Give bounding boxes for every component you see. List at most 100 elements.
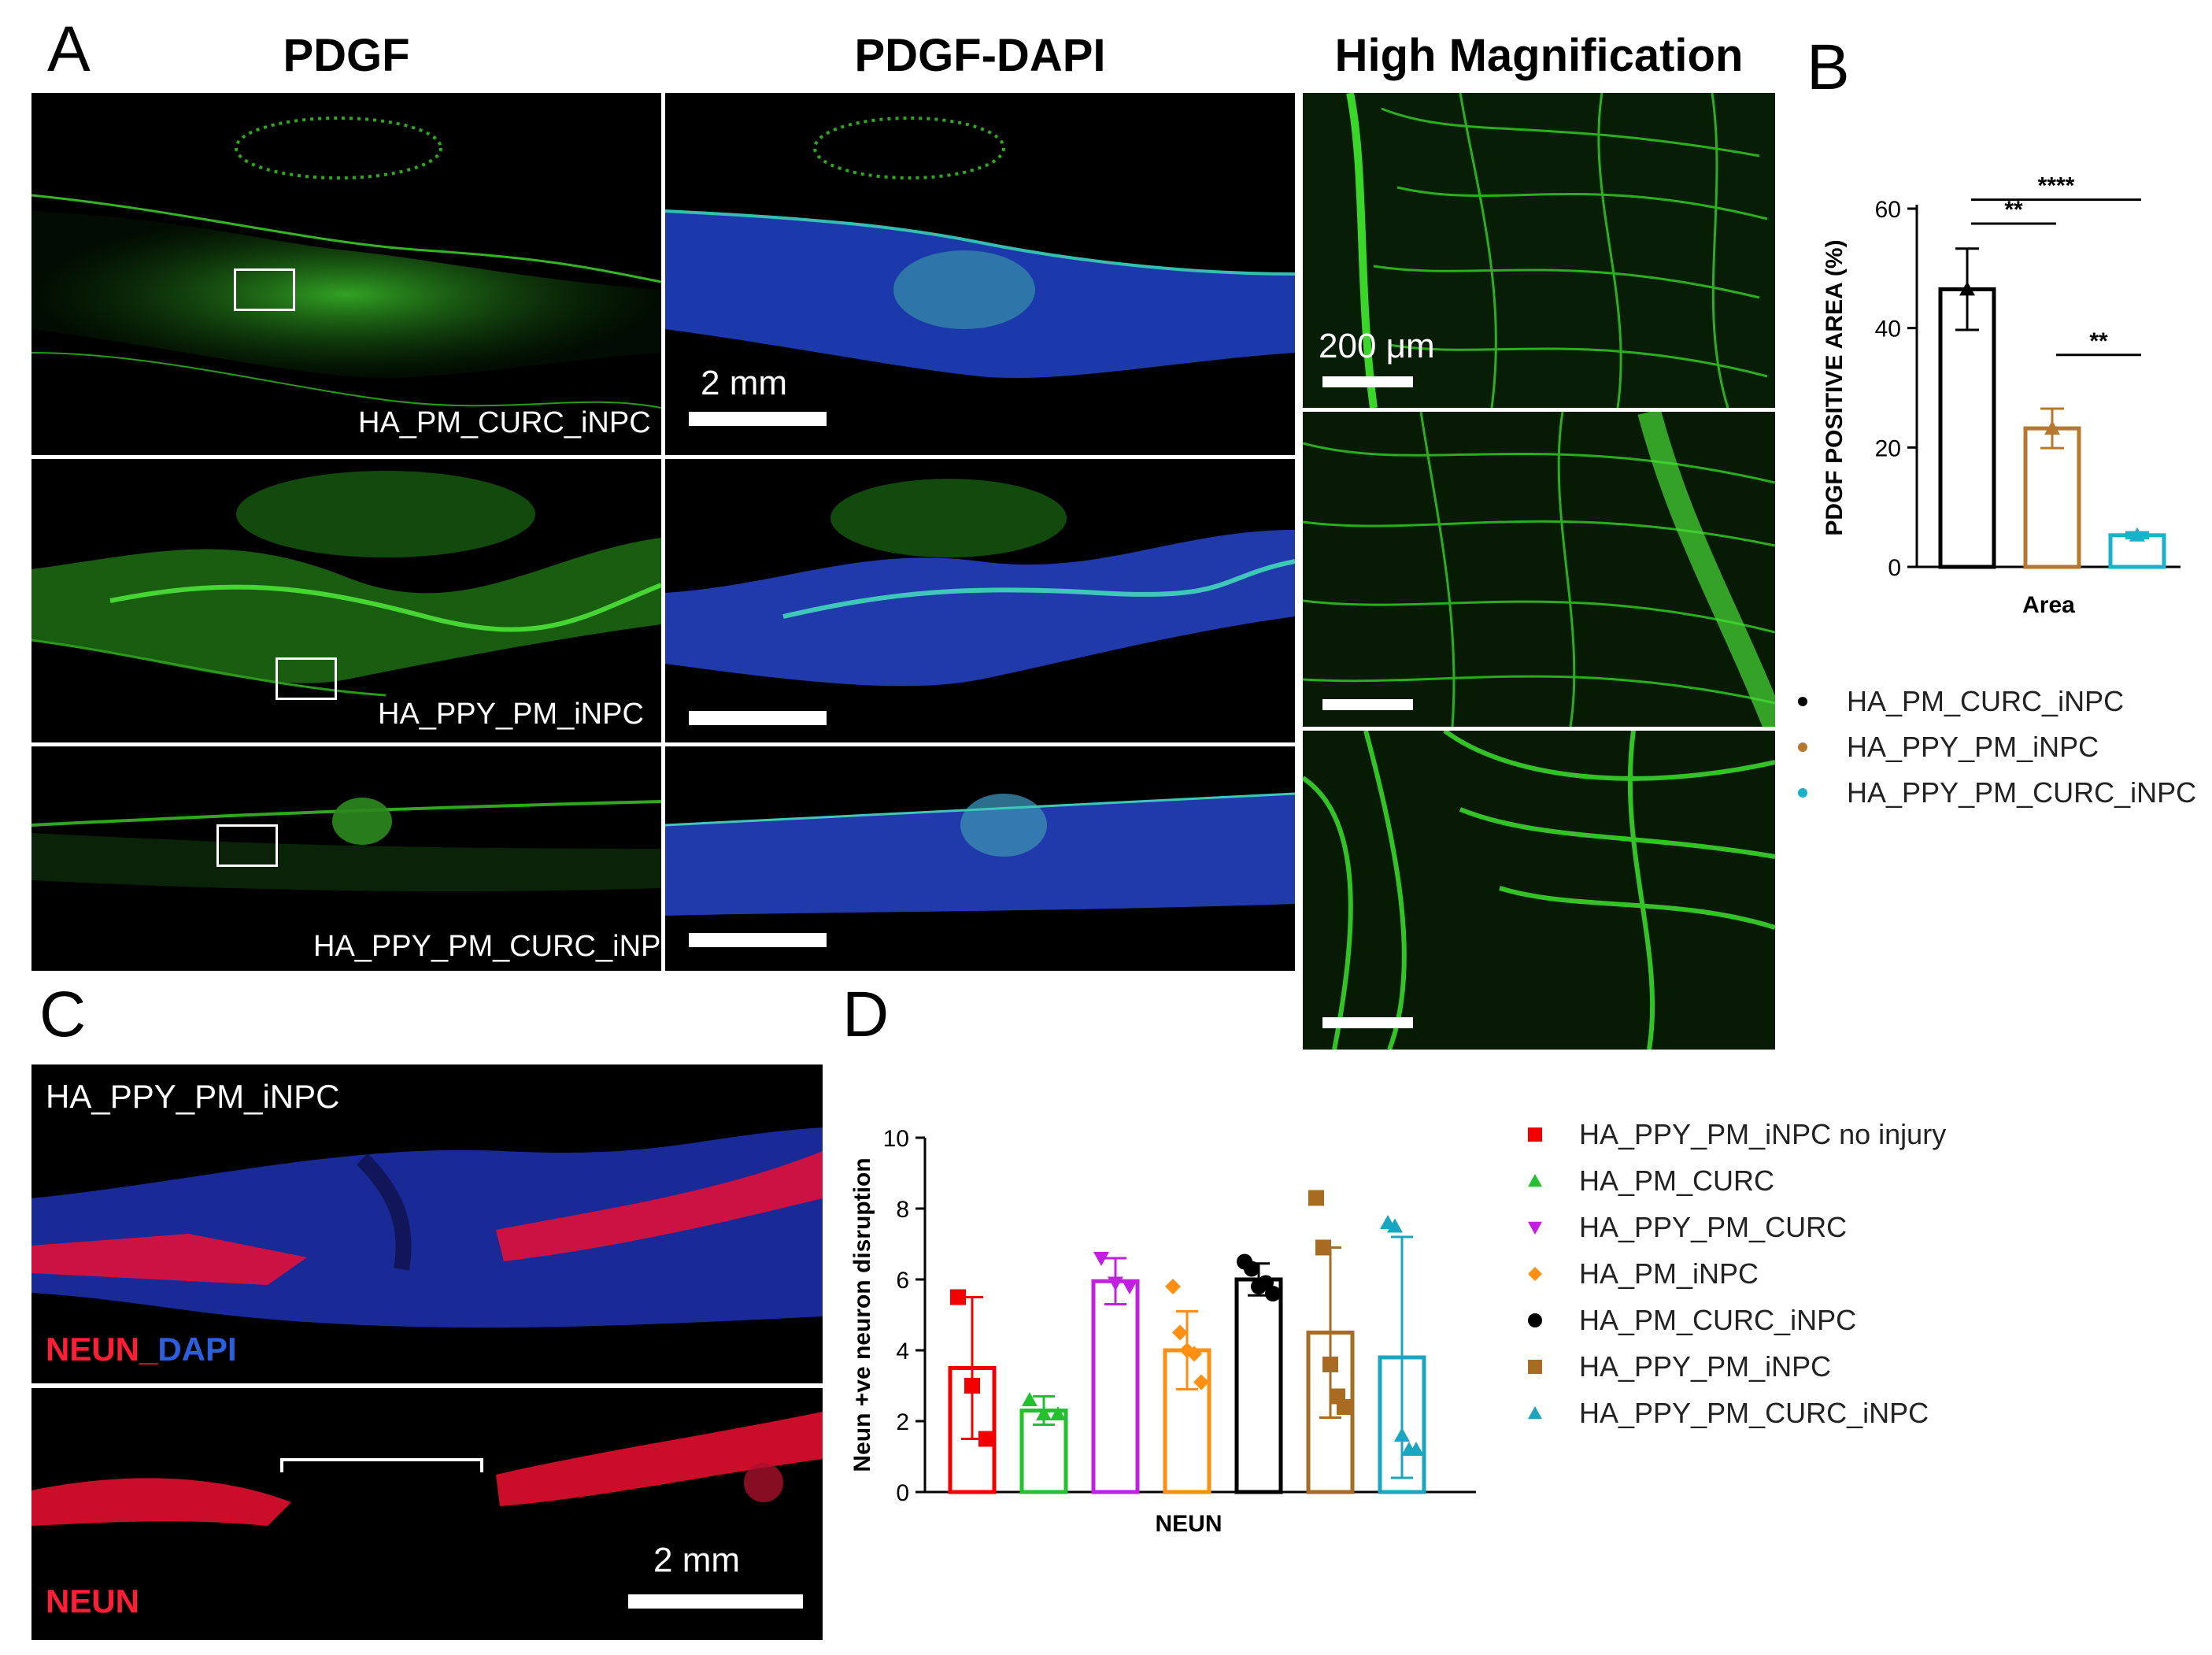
- neun-image: [31, 1388, 823, 1640]
- legend-marker-b: [1787, 697, 1818, 706]
- column-title-pdgf: PDGF: [283, 30, 410, 81]
- dapi-channel-label: DAPI: [157, 1331, 237, 1368]
- legend-marker-wrap-d: [1519, 1216, 1551, 1239]
- pdgf-dapi-image-row2: [665, 459, 1295, 742]
- x-axis-label-d: NEUN: [1155, 1511, 1222, 1537]
- legend-label-d: HA_PPY_PM_CURC_iNPC: [1579, 1397, 1929, 1429]
- pdgf-dapi-image-row1: [665, 93, 1295, 455]
- chart-d-svg: 0 2 4 6 8 10 Neun +ve neuron disruption NEUN: [849, 1126, 1476, 1537]
- scale-bar-small-row1: [1322, 376, 1413, 387]
- image-label-row1: HA_PM_CURC_iNPC: [358, 406, 651, 439]
- data-point-d: [1172, 1324, 1188, 1341]
- legend-item-d: HA_PPY_PM_CURC: [1519, 1211, 1847, 1244]
- legend-b: HA_PM_CURC_iNPC HA_PPY_PM_iNPC HA_PPY_PM_C…: [1787, 685, 2212, 827]
- legend-label-b: HA_PPY_PM_CURC_iNPC: [1847, 776, 2197, 809]
- data-point-b: [1959, 281, 1975, 296]
- data-point-d: [950, 1289, 966, 1305]
- scale-bar-text-2mm-c: 2 mm: [653, 1541, 740, 1579]
- legend-symbol-d: [1528, 1406, 1542, 1420]
- data-point-d: [1036, 1406, 1052, 1420]
- y-tick-label-b: 0: [1888, 555, 1901, 581]
- panel-label-b: B: [1807, 31, 1850, 103]
- scale-bar-row2: [689, 711, 827, 725]
- significance-label-b: **: [2089, 328, 2108, 354]
- neun-dapi-image: [31, 1064, 823, 1383]
- legend-marker-wrap-d: [1519, 1309, 1551, 1332]
- scale-bar-c: [628, 1594, 803, 1609]
- data-point-d: [1050, 1406, 1066, 1420]
- legend-label-d: HA_PPY_PM_iNPC no injury: [1579, 1118, 1947, 1150]
- legend-label-b: HA_PPY_PM_iNPC: [1847, 731, 2099, 763]
- image-label-row3: HA_PPY_PM_CURC_iNPC: [313, 930, 682, 963]
- neun-label: NEUN: [46, 1583, 140, 1620]
- legend-marker-wrap-d: [1519, 1401, 1551, 1425]
- legend-item-d: HA_PM_CURC_iNPC: [1519, 1304, 1856, 1337]
- neun-gap-bracket: [280, 1458, 483, 1472]
- legend-symbol-d: [1528, 1174, 1542, 1187]
- roi-box-row3: [216, 824, 278, 867]
- legend-symbol-d: [1528, 1267, 1542, 1281]
- legend-marker-d: [1528, 1267, 1542, 1281]
- neun-channel-label: NEUN_: [46, 1331, 158, 1368]
- legend-label-d: HA_PM_CURC_iNPC: [1579, 1304, 1857, 1336]
- legend-item-b: HA_PPY_PM_CURC_iNPC: [1787, 776, 2196, 809]
- data-point-d: [1387, 1218, 1403, 1233]
- legend-marker-d: [1528, 1313, 1542, 1327]
- legend-marker-d: [1528, 1174, 1542, 1187]
- legend-label-b: HA_PM_CURC_iNPC: [1847, 685, 2125, 717]
- chart-d: 0 2 4 6 8 10 Neun +ve neuron disruption NEUN: [846, 1102, 1492, 1559]
- data-point-d: [1165, 1279, 1181, 1294]
- roi-box-row1: [234, 268, 295, 311]
- high-mag-image-row2: [1303, 412, 1775, 727]
- scale-bar-row3: [689, 933, 827, 947]
- data-point-d: [1337, 1399, 1352, 1415]
- bar-d: [1234, 1277, 1283, 1494]
- data-point-d: [1193, 1374, 1209, 1390]
- pdgf-image-row2: [31, 459, 661, 742]
- legend-d: HA_PPY_PM_iNPC no injury HA_PM_CURC HA_PPY…: [1519, 1118, 2196, 1457]
- column-title-high-magnification: High Magnification: [1334, 30, 1744, 81]
- y-axis-label-b: PDGF POSITIVE AREA (%): [1822, 239, 1848, 535]
- legend-symbol-d: [1528, 1127, 1542, 1142]
- data-point-d: [1108, 1276, 1123, 1291]
- legend-marker-wrap-d: [1519, 1169, 1551, 1193]
- legend-symbol-d: [1528, 1313, 1542, 1327]
- neun-dapi-image-title: HA_PPY_PM_iNPC: [46, 1078, 340, 1115]
- high-mag-image-row3: [1303, 731, 1775, 1050]
- data-point-d: [1022, 1392, 1038, 1406]
- data-point-d: [1394, 1427, 1410, 1442]
- data-point-d: [1315, 1239, 1331, 1256]
- data-point-d: [964, 1378, 980, 1394]
- column-title-pdgf-dapi: PDGF-DAPI: [854, 30, 1106, 81]
- legend-item-d: HA_PPY_PM_iNPC no injury: [1519, 1118, 1946, 1151]
- legend-symbol-d: [1528, 1360, 1542, 1374]
- scale-bar-row1: [689, 412, 827, 426]
- legend-marker-d: [1528, 1406, 1542, 1420]
- legend-marker-wrap-d: [1519, 1355, 1551, 1379]
- panel-label-d: D: [842, 979, 890, 1050]
- scale-bar-text-200um: 200 μm: [1319, 327, 1435, 365]
- data-point-d: [1244, 1261, 1260, 1277]
- legend-item-d: HA_PM_iNPC: [1519, 1257, 1759, 1290]
- data-point-d: [1186, 1346, 1202, 1362]
- data-point-b: [2129, 527, 2145, 542]
- legend-label-d: HA_PPY_PM_CURC: [1579, 1211, 1848, 1243]
- pdgf-image-row1: [31, 93, 661, 455]
- data-point-b: [2044, 420, 2060, 435]
- roi-box-row2: [276, 657, 337, 700]
- legend-marker-wrap-d: [1519, 1262, 1551, 1286]
- legend-symbol-d: [1528, 1221, 1542, 1235]
- high-mag-image-row1: [1303, 93, 1775, 408]
- legend-marker-b: [1787, 788, 1818, 798]
- y-tick-label-d: 10: [883, 1126, 909, 1152]
- chart-b: 0 20 40 60 PDGF POSITIVE AREA (%) Area ** **** *…: [1787, 173, 2204, 646]
- scale-bar-small-row3: [1322, 1017, 1413, 1028]
- data-point-d: [978, 1431, 994, 1447]
- legend-label-d: HA_PPY_PM_iNPC: [1579, 1350, 1832, 1383]
- image-label-row2: HA_PPY_PM_iNPC: [378, 698, 644, 731]
- y-tick-label-b: 40: [1875, 317, 1901, 342]
- y-tick-label-b: 20: [1875, 435, 1901, 461]
- legend-item-b: HA_PPY_PM_iNPC: [1787, 731, 2099, 764]
- data-point-d: [1322, 1357, 1338, 1372]
